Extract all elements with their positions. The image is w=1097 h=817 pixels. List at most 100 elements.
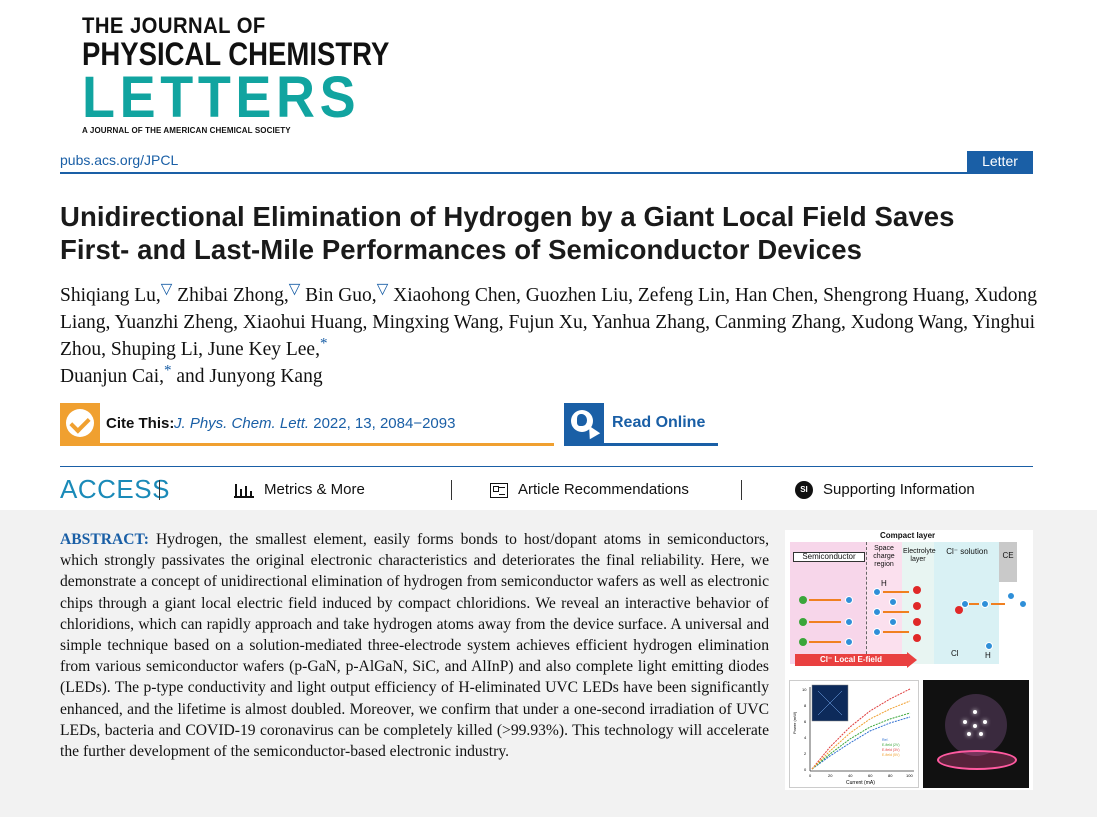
- supporting-information-label: Supporting Information: [823, 481, 975, 498]
- particle: [873, 628, 881, 636]
- read-online-label: Read Online: [612, 414, 706, 431]
- toc-graphic[interactable]: Compact layer Semiconductor Space charge…: [785, 530, 1033, 790]
- plot-xtick: 40: [848, 773, 853, 778]
- globe-icon: [564, 403, 604, 443]
- equal-contribution-mark: ▽: [288, 281, 301, 298]
- particle: [799, 596, 807, 604]
- space-charge-label: Space charge region: [873, 545, 895, 568]
- particle: [1019, 600, 1027, 608]
- title-line-1: Unidirectional Elimination of Hydrogen b…: [60, 201, 955, 232]
- uvc-led-photo: [923, 680, 1029, 788]
- equal-contribution-mark: ▽: [160, 281, 173, 298]
- semiconductor-label: Semiconductor: [793, 552, 865, 562]
- particle: [799, 618, 807, 626]
- plot-ytick: 8: [804, 703, 807, 708]
- abstract-body: Hydrogen, the smallest element, easily f…: [60, 531, 769, 761]
- article-type-badge: Letter: [967, 151, 1033, 172]
- author-text: Bin Guo,: [300, 285, 377, 306]
- divider: [159, 480, 160, 500]
- particle: [981, 600, 989, 608]
- field-arrow: [907, 652, 917, 668]
- compact-layer-label: Compact layer: [880, 531, 936, 540]
- particle: [873, 588, 881, 596]
- checkmark-icon: [60, 403, 100, 443]
- access-label: ACCESS: [60, 474, 170, 504]
- arrow: [883, 631, 909, 633]
- led-spot: [983, 720, 987, 724]
- metrics-more-label: Metrics & More: [264, 481, 365, 498]
- author-text: Duanjun Cai,: [60, 366, 164, 387]
- arrow: [991, 603, 1005, 605]
- logo-line-3: LETTERS: [82, 65, 361, 130]
- plot-ytick: 2: [804, 751, 807, 756]
- title-line-2: First- and Last-Mile Performances of Sem…: [60, 234, 862, 265]
- supporting-information-link[interactable]: SI Supporting Information: [795, 481, 975, 500]
- abstract-text: ABSTRACT: Hydrogen, the smallest element…: [60, 529, 769, 762]
- journal-url-link[interactable]: pubs.acs.org/JPCL: [60, 152, 179, 168]
- particle: [799, 638, 807, 646]
- petri-dish: [937, 750, 1017, 770]
- particle: [889, 618, 897, 626]
- cl-solution-label: Cl⁻ solution: [946, 547, 988, 556]
- equal-contribution-mark: ▽: [376, 281, 389, 298]
- bar-chart-icon: [234, 482, 254, 499]
- read-online-button[interactable]: Read Online: [564, 403, 718, 446]
- article-recommendations-link[interactable]: Article Recommendations: [490, 481, 689, 498]
- led-spot: [973, 724, 977, 728]
- divider: [451, 480, 452, 500]
- plot-ylabel: Power (mW): [792, 711, 797, 734]
- legend-entry: Ref.: [882, 738, 888, 742]
- plot-svg: Power (mW) Current (mA) 0 20 40 60 80 10…: [792, 684, 914, 786]
- article-title: Unidirectional Elimination of Hydrogen b…: [60, 200, 1050, 266]
- h-label: H: [985, 651, 991, 660]
- particle: [955, 606, 963, 614]
- author-text: Shiqiang Lu,: [60, 285, 161, 306]
- corresponding-author-mark[interactable]: *: [163, 362, 172, 379]
- ce-label: CE: [1002, 551, 1014, 560]
- space-charge-region: [866, 542, 904, 664]
- author-text: Zhibai Zhong,: [172, 285, 289, 306]
- si-icon: SI: [795, 481, 813, 500]
- plot-ytick: 0: [804, 767, 807, 772]
- led-spot: [979, 732, 983, 736]
- arrow: [809, 641, 841, 643]
- plot-xtick: 80: [888, 773, 893, 778]
- particle: [913, 634, 921, 642]
- logo-line-1: THE JOURNAL OF: [82, 13, 266, 38]
- author-text: and Junyong Kang: [171, 366, 323, 387]
- led-spot: [963, 720, 967, 724]
- h-label: H: [881, 579, 887, 588]
- recommendations-icon: [490, 482, 508, 498]
- metrics-more-link[interactable]: Metrics & More: [234, 481, 365, 499]
- particle: [845, 618, 853, 626]
- cite-label: Cite This:: [106, 415, 175, 432]
- corresponding-author-mark[interactable]: *: [319, 335, 328, 352]
- legend-entry: E-field (3V): [882, 748, 900, 752]
- cite-this-box[interactable]: Cite This: J. Phys. Chem. Lett. 2022, 13…: [60, 403, 554, 446]
- plot-xtick: 20: [828, 773, 833, 778]
- legend-entry: E-field (5V): [882, 753, 900, 757]
- plot-ytick: 6: [804, 719, 807, 724]
- access-divider: [60, 466, 1033, 467]
- journal-logo: THE JOURNAL OF PHYSICAL CHEMISTRY LETTER…: [82, 13, 389, 136]
- plot-xtick: 60: [868, 773, 873, 778]
- local-e-field-bar: Cl⁻ Local E-field: [795, 654, 907, 666]
- logo-line-4: A JOURNAL OF THE AMERICAN CHEMICAL SOCIE…: [82, 126, 291, 135]
- particle: [985, 642, 993, 650]
- citation-details: 2022, 13, 2084−2093: [309, 415, 456, 432]
- arrow: [809, 621, 841, 623]
- citation-link[interactable]: J. Phys. Chem. Lett. 2022, 13, 2084−2093: [174, 415, 455, 432]
- citation-journal: J. Phys. Chem. Lett.: [174, 415, 310, 432]
- arrow: [969, 603, 979, 605]
- electrolyte-label: Electrolyte layer: [903, 548, 936, 563]
- author-list: Shiqiang Lu,▽ Zhibai Zhong,▽ Bin Guo,▽ X…: [60, 282, 1040, 390]
- abstract-label: ABSTRACT:: [60, 531, 149, 548]
- header-divider: [60, 172, 1033, 174]
- particle: [889, 598, 897, 606]
- plot-ytick: 4: [804, 735, 807, 740]
- plot-ytick: 10: [802, 687, 807, 692]
- plot-xlabel: Current (mA): [846, 780, 875, 786]
- arrow: [883, 611, 909, 613]
- legend-entry: E-field (2V): [882, 743, 900, 747]
- article-recommendations-label: Article Recommendations: [518, 481, 689, 498]
